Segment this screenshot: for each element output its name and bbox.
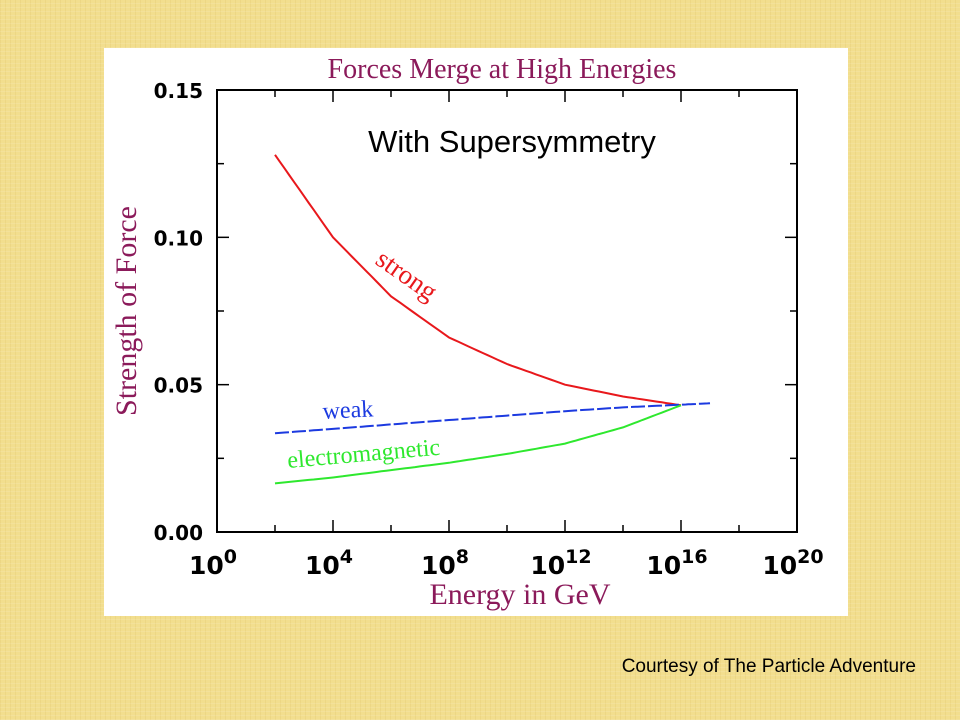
x-tick-label: 1016 — [646, 546, 707, 580]
series-line-strong — [274, 154, 682, 407]
y-tick-label: 0.05 — [154, 374, 203, 398]
series-label-strong: strong — [371, 243, 444, 306]
y-tick-labels: 0.00 0.05 0.10 0.15 — [154, 79, 203, 545]
chart-subtitle: With Supersymmetry — [368, 124, 656, 159]
x-tick-label: 1020 — [762, 546, 823, 580]
series-line-weak — [274, 402, 711, 435]
series-lines: strong weak electromagnetic — [274, 154, 711, 485]
x-tick-label: 108 — [421, 546, 469, 580]
x-tick-label: 1012 — [530, 546, 591, 580]
axis-ticks — [216, 89, 798, 533]
x-tick-label: 100 — [189, 546, 237, 580]
series-label-electromagnetic: electromagnetic — [286, 435, 441, 474]
series-label-weak: weak — [322, 396, 374, 425]
y-tick-label: 0.10 — [154, 226, 203, 250]
credit-text: Courtesy of The Particle Adventure — [621, 656, 916, 677]
y-tick-label: 0.15 — [154, 79, 203, 103]
chart-svg: Forces Merge at High Energies With Super… — [110, 54, 824, 611]
chart-title: Forces Merge at High Energies — [328, 54, 677, 85]
x-tick-labels: 100 104 108 1012 1016 1020 — [189, 546, 824, 580]
y-axis-label: Strength of Force — [110, 206, 143, 416]
y-tick-label: 0.00 — [154, 521, 203, 545]
x-tick-label: 104 — [305, 546, 353, 580]
x-axis-label: Energy in GeV — [429, 578, 610, 611]
series-line-electromagnetic — [274, 404, 682, 485]
chart-panel: Forces Merge at High Energies With Super… — [104, 48, 848, 616]
